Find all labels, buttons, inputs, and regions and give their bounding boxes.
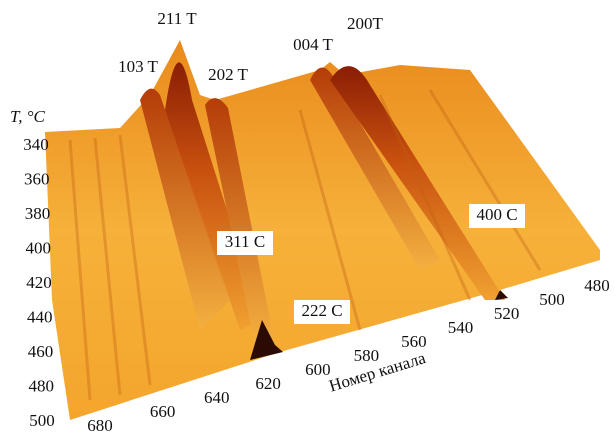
annotation: 222 C [301,301,342,320]
x-tick-label: 620 [255,374,281,393]
annotation: 211 T [157,9,197,28]
x-tick-label: 520 [494,304,520,323]
y-tick-label: 480 [29,376,55,395]
x-tick-label: 580 [354,346,380,365]
annotation: 400 C [476,205,517,224]
y-tick-label: 460 [28,342,54,361]
y-tick-label: 420 [26,273,52,292]
x-tick-label: 480 [584,276,610,295]
y-axis-label: T, °C [10,107,45,126]
annotation: 200T [347,14,384,33]
y-tick-label: 440 [27,307,53,326]
y-tick-label: 360 [24,169,50,188]
x-tick-label: 640 [204,388,230,407]
annotation: 103 T [118,57,158,76]
x-tick-label: 600 [305,360,331,379]
chart: T, °C Номер канала 340360380400420440460… [0,0,615,435]
annotation: 311 C [225,232,265,251]
x-tick-label: 660 [150,402,176,421]
x-tick-label: 500 [539,290,565,309]
x-tick-label: 560 [401,332,427,351]
y-tick-label: 340 [23,135,49,154]
x-tick-label: 680 [87,416,113,435]
x-tick-label: 540 [448,318,474,337]
annotation: 004 T [293,35,333,54]
annotation: 202 T [208,65,248,84]
y-tick-label: 400 [26,238,52,257]
y-tick-label: 500 [29,411,55,430]
y-tick-label: 380 [25,204,51,223]
